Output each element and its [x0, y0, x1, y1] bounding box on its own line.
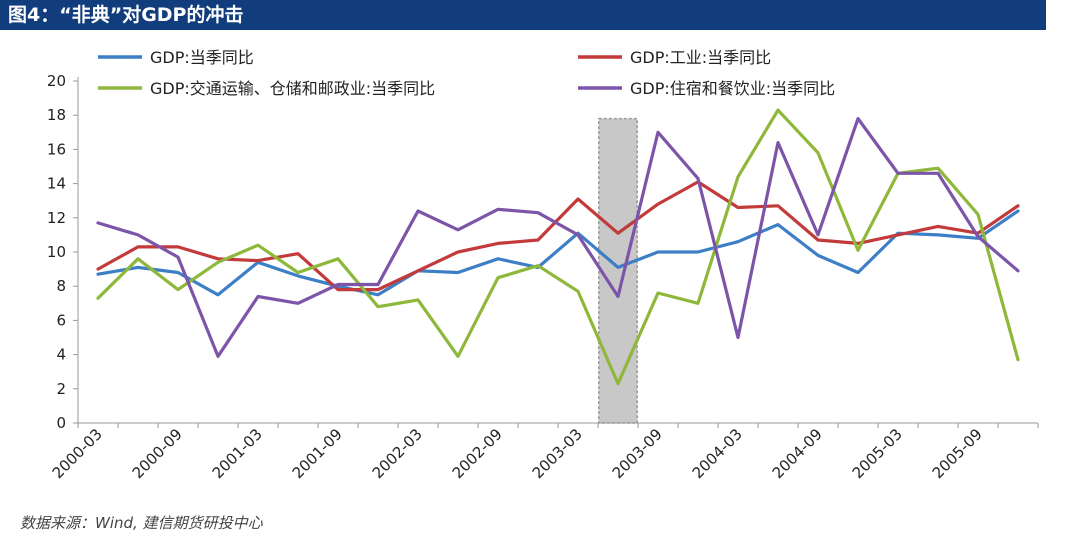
legend-label-2: GDP:工业:当季同比 — [630, 48, 771, 67]
x-tick-label: 2005-09 — [929, 425, 986, 482]
x-tick-label: 2002-09 — [449, 425, 506, 482]
y-tick-label: 14 — [47, 175, 66, 193]
sars-highlight-band — [598, 117, 638, 424]
series-line-2 — [96, 180, 1020, 292]
x-tick-label: 2003-03 — [529, 425, 586, 482]
x-tick-label: 2004-09 — [769, 425, 826, 482]
series-line-3 — [96, 108, 1020, 386]
legend-label-4: GDP:住宿和餐饮业:当季同比 — [630, 79, 835, 98]
x-tick-label: 2002-03 — [369, 425, 426, 482]
x-tick-label: 2001-03 — [209, 425, 266, 482]
y-tick-label: 4 — [56, 346, 66, 364]
y-tick-label: 8 — [56, 277, 66, 295]
series-line-4 — [96, 116, 1020, 358]
x-tick-label: 2003-09 — [609, 425, 666, 482]
chart-title: 图4：“非典”对GDP的冲击 — [0, 0, 1046, 30]
highlight-layer — [598, 117, 638, 424]
x-tick-label: 2001-09 — [289, 425, 346, 482]
y-tick-label: 6 — [56, 311, 66, 329]
y-tick-label: 18 — [47, 106, 66, 124]
source-note: 数据来源：Wind, 建信期货研投中心 — [20, 514, 263, 532]
x-tick-label: 2000-03 — [49, 425, 106, 482]
y-tick-label: 0 — [56, 414, 66, 432]
x-tick-label: 2000-09 — [129, 425, 186, 482]
series-layer — [96, 108, 1020, 386]
legend: GDP:当季同比 GDP:工业:当季同比 GDP:交通运输、仓储和邮政业:当季同比 G… — [98, 48, 835, 98]
legend-label-1: GDP:当季同比 — [150, 48, 254, 67]
y-tick-label: 16 — [47, 140, 66, 158]
chart-svg: 0 2 4 6 8 10 12 14 16 18 20 2000-03 2000-09 2001-03 20… — [47, 48, 1039, 482]
series-line-1 — [96, 209, 1020, 297]
y-tick-label: 12 — [47, 209, 66, 227]
y-tick-label: 10 — [47, 243, 66, 261]
x-tick-label: 2004-03 — [689, 425, 746, 482]
legend-label-3: GDP:交通运输、仓储和邮政业:当季同比 — [150, 79, 435, 98]
y-tick-label: 20 — [47, 72, 66, 90]
x-tick-label: 2005-03 — [849, 425, 906, 482]
y-tick-label: 2 — [56, 380, 66, 398]
